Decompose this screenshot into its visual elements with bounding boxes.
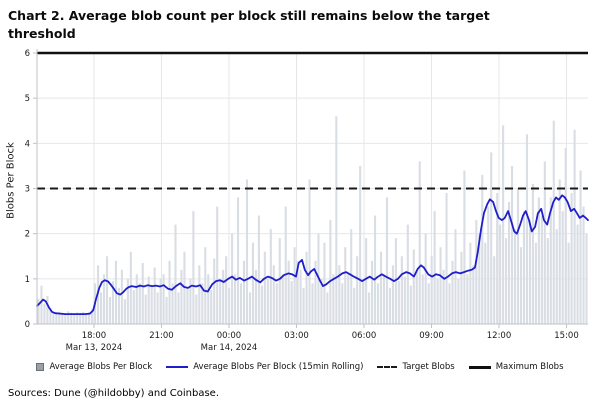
- chart-area: Blobs Per Block 0 1 2 3 4 5 6 18:00 Mar 13, 2024…: [0, 43, 600, 355]
- svg-text:21:00: 21:00: [149, 331, 174, 341]
- svg-text:15:00: 15:00: [554, 331, 579, 341]
- legend-item-maximum-blobs: Maximum Blobs: [468, 362, 564, 373]
- legend-item-target-blobs: Target Blobs: [377, 362, 455, 373]
- legend-item-rolling-average: Average Blobs Per Block (15min Rolling): [166, 362, 363, 372]
- bar-series-swatch-icon: [36, 363, 45, 372]
- svg-text:5: 5: [25, 94, 30, 104]
- svg-text:Mar 14, 2024: Mar 14, 2024: [201, 343, 258, 353]
- line-series-swatch-icon: [166, 366, 189, 369]
- legend-label: Average Blobs Per Block (15min Rolling): [193, 362, 364, 373]
- svg-text:6: 6: [25, 49, 30, 59]
- chart-title: Chart 2. Average blob count per block st…: [8, 8, 490, 42]
- svg-text:00:00: 00:00: [217, 331, 242, 341]
- svg-text:4: 4: [25, 140, 30, 150]
- axes: [36, 49, 588, 325]
- dashed-line-swatch-icon: [377, 366, 398, 369]
- svg-text:09:00: 09:00: [419, 331, 444, 341]
- legend-label: Average Blobs Per Block: [49, 362, 153, 373]
- svg-text:1: 1: [25, 275, 30, 285]
- svg-text:12:00: 12:00: [487, 331, 512, 341]
- x-axis-ticks: 18:00 Mar 13, 2024 21:00 00:00 Mar 14, 2024 0…: [66, 324, 579, 353]
- y-axis-title: Blobs Per Block: [5, 142, 17, 220]
- source-note: Sources: Dune (@hildobby) and Coinbase.: [8, 388, 219, 400]
- blob-chart-canvas: 0 1 2 3 4 5 6 18:00 Mar 13, 2024 21:00 00:00 Mar 14…: [25, 49, 589, 353]
- svg-text:0: 0: [25, 320, 30, 330]
- legend-item-average-blobs: Average Blobs Per Block: [36, 362, 152, 372]
- svg-text:03:00: 03:00: [284, 331, 309, 341]
- bar-series-average-blobs: [37, 116, 588, 325]
- svg-text:06:00: 06:00: [352, 331, 377, 341]
- svg-text:18:00: 18:00: [82, 331, 107, 341]
- solid-line-swatch-icon: [468, 366, 491, 369]
- svg-text:Mar 13, 2024: Mar 13, 2024: [66, 343, 123, 353]
- svg-text:3: 3: [25, 185, 30, 195]
- rolling-average-line: [36, 194, 589, 316]
- chart-legend: Average Blobs Per Block Average Blobs Pe…: [0, 359, 600, 375]
- legend-label: Maximum Blobs: [495, 362, 564, 373]
- legend-label: Target Blobs: [402, 362, 455, 373]
- y-axis-ticks: 0 1 2 3 4 5 6: [25, 49, 37, 330]
- svg-text:2: 2: [25, 230, 30, 240]
